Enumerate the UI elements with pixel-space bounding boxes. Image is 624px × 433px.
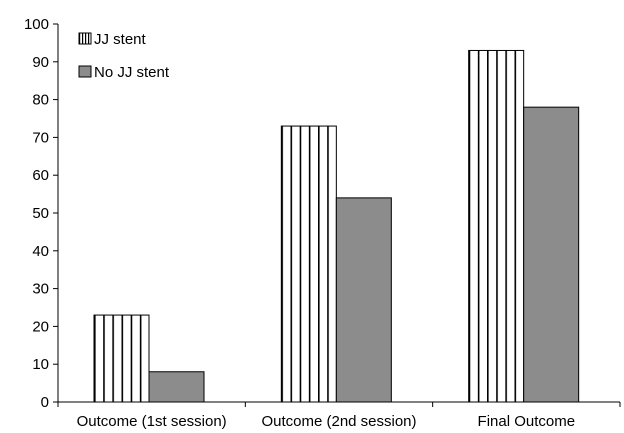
bar-no-jj-stent-3 xyxy=(523,106,580,403)
bar-jj-stent-2 xyxy=(280,125,337,403)
bar-jj-stent-3 xyxy=(468,49,525,403)
y-tick-label: 50 xyxy=(32,205,49,222)
x-category-label: Outcome (1st session) xyxy=(77,413,227,430)
y-tick-label: 0 xyxy=(41,394,49,411)
bar-jj-stent-1 xyxy=(93,314,150,403)
bar-no-jj-stent-2 xyxy=(335,197,392,403)
y-tick-label: 60 xyxy=(32,167,49,184)
x-axis-ticks xyxy=(57,402,621,407)
legend-item-no-jj-stent: No JJ stent xyxy=(78,64,170,81)
legend-label-jj-stent: JJ stent xyxy=(94,31,147,48)
legend-label-no-jj-stent: No JJ stent xyxy=(94,64,170,81)
bar-no-jj-stent-1 xyxy=(148,371,205,403)
legend-swatch-no-jj-stent xyxy=(78,65,92,78)
x-category-label: Final Outcome xyxy=(478,413,576,430)
x-category-label: Outcome (2nd session) xyxy=(261,413,416,430)
y-tick-label: 80 xyxy=(32,92,49,109)
legend-item-jj-stent: JJ stent xyxy=(78,31,147,48)
y-tick-label: 70 xyxy=(32,129,49,146)
bars xyxy=(93,49,580,403)
y-tick-label: 90 xyxy=(32,54,49,71)
y-tick-label: 100 xyxy=(24,16,49,33)
category-labels: Outcome (1st session) Outcome (2nd sessio… xyxy=(77,413,575,430)
y-tick-label: 40 xyxy=(32,243,49,260)
y-tick-label: 10 xyxy=(32,356,49,373)
y-tick-label: 20 xyxy=(32,318,49,335)
y-axis-ticks: 0 10 20 30 40 50 60 70 80 90 100 xyxy=(24,16,58,411)
legend-swatch-jj-stent xyxy=(78,32,92,45)
y-tick-label: 30 xyxy=(32,281,49,298)
legend: JJ stent No JJ stent xyxy=(78,31,170,81)
